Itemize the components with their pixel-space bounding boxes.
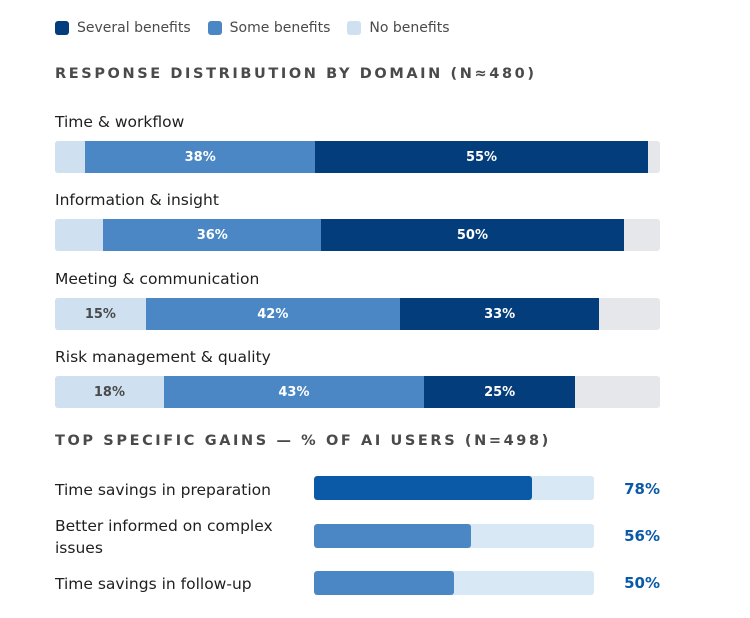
legend-swatch-none — [347, 21, 362, 35]
data-label: 50% — [456, 227, 488, 243]
legend-label-several: Several benefits — [77, 20, 191, 36]
data-label: 36% — [196, 227, 228, 243]
gain-label: Time savings in preparation — [55, 481, 271, 499]
gain-bar-fill — [314, 571, 454, 595]
data-label: 15% — [84, 306, 116, 322]
stacked-bar: 15% 42% 33% — [55, 298, 660, 330]
bar-segment-several: 50% — [321, 219, 624, 251]
distribution-title: RESPONSE DISTRIBUTION BY DOMAIN (N≈480) — [55, 66, 537, 82]
gain-label: Better informed on complex issues — [55, 517, 273, 557]
gain-bar-track — [314, 476, 594, 500]
data-label: 43% — [278, 384, 310, 400]
legend: Several benefits Some benefits No benefi… — [55, 20, 467, 36]
bar-segment-none: 15% — [55, 298, 146, 330]
legend-label-some: Some benefits — [229, 20, 331, 36]
legend-swatch-some — [207, 21, 222, 35]
bar-segment-several: 55% — [315, 141, 648, 173]
data-label: 18% — [93, 384, 125, 400]
gains-title: TOP SPECIFIC GAINS — % OF AI USERS (N=49… — [55, 433, 551, 449]
bar-segment-none — [55, 141, 86, 173]
bar-segment-none — [55, 219, 104, 251]
bar-segment-several: 25% — [424, 376, 576, 408]
gain-value: 56% — [624, 527, 660, 545]
data-label: 42% — [257, 306, 289, 322]
bar-segment-some: 42% — [145, 298, 400, 330]
bar-segment-none: 18% — [55, 376, 164, 408]
gain-bar-track — [314, 571, 594, 595]
legend-label-none: No benefits — [369, 20, 450, 36]
data-label: 55% — [465, 149, 498, 165]
gain-value: 50% — [624, 574, 660, 592]
domain-label: Information & insight — [55, 191, 219, 209]
bar-segment-some: 38% — [85, 141, 316, 173]
legend-swatch-several — [55, 21, 69, 35]
gain-label: Time savings in follow-up — [55, 575, 252, 593]
domain-label: Risk management & quality — [55, 348, 271, 366]
legend-item-some: Some benefits — [207, 20, 331, 36]
stacked-bar: 18% 43% 25% — [55, 376, 660, 408]
domain-label: Meeting & communication — [55, 270, 260, 288]
legend-item-several: Several benefits — [55, 20, 191, 36]
data-label: 33% — [484, 306, 516, 322]
bar-segment-some: 36% — [103, 219, 322, 251]
gain-value: 78% — [624, 480, 660, 498]
bar-segment-some: 43% — [163, 376, 425, 408]
data-label: 25% — [484, 384, 516, 400]
stacked-bar: 36% 50% — [55, 219, 660, 251]
gain-bar-track — [314, 524, 594, 548]
gain-bar-fill — [314, 476, 533, 500]
bar-segment-several: 33% — [399, 298, 600, 330]
data-label: 38% — [184, 149, 216, 165]
legend-item-none: No benefits — [347, 20, 450, 36]
domain-label: Time & workflow — [55, 113, 185, 131]
gain-bar-fill — [314, 524, 471, 548]
stacked-bar: 38% 55% — [55, 141, 660, 173]
